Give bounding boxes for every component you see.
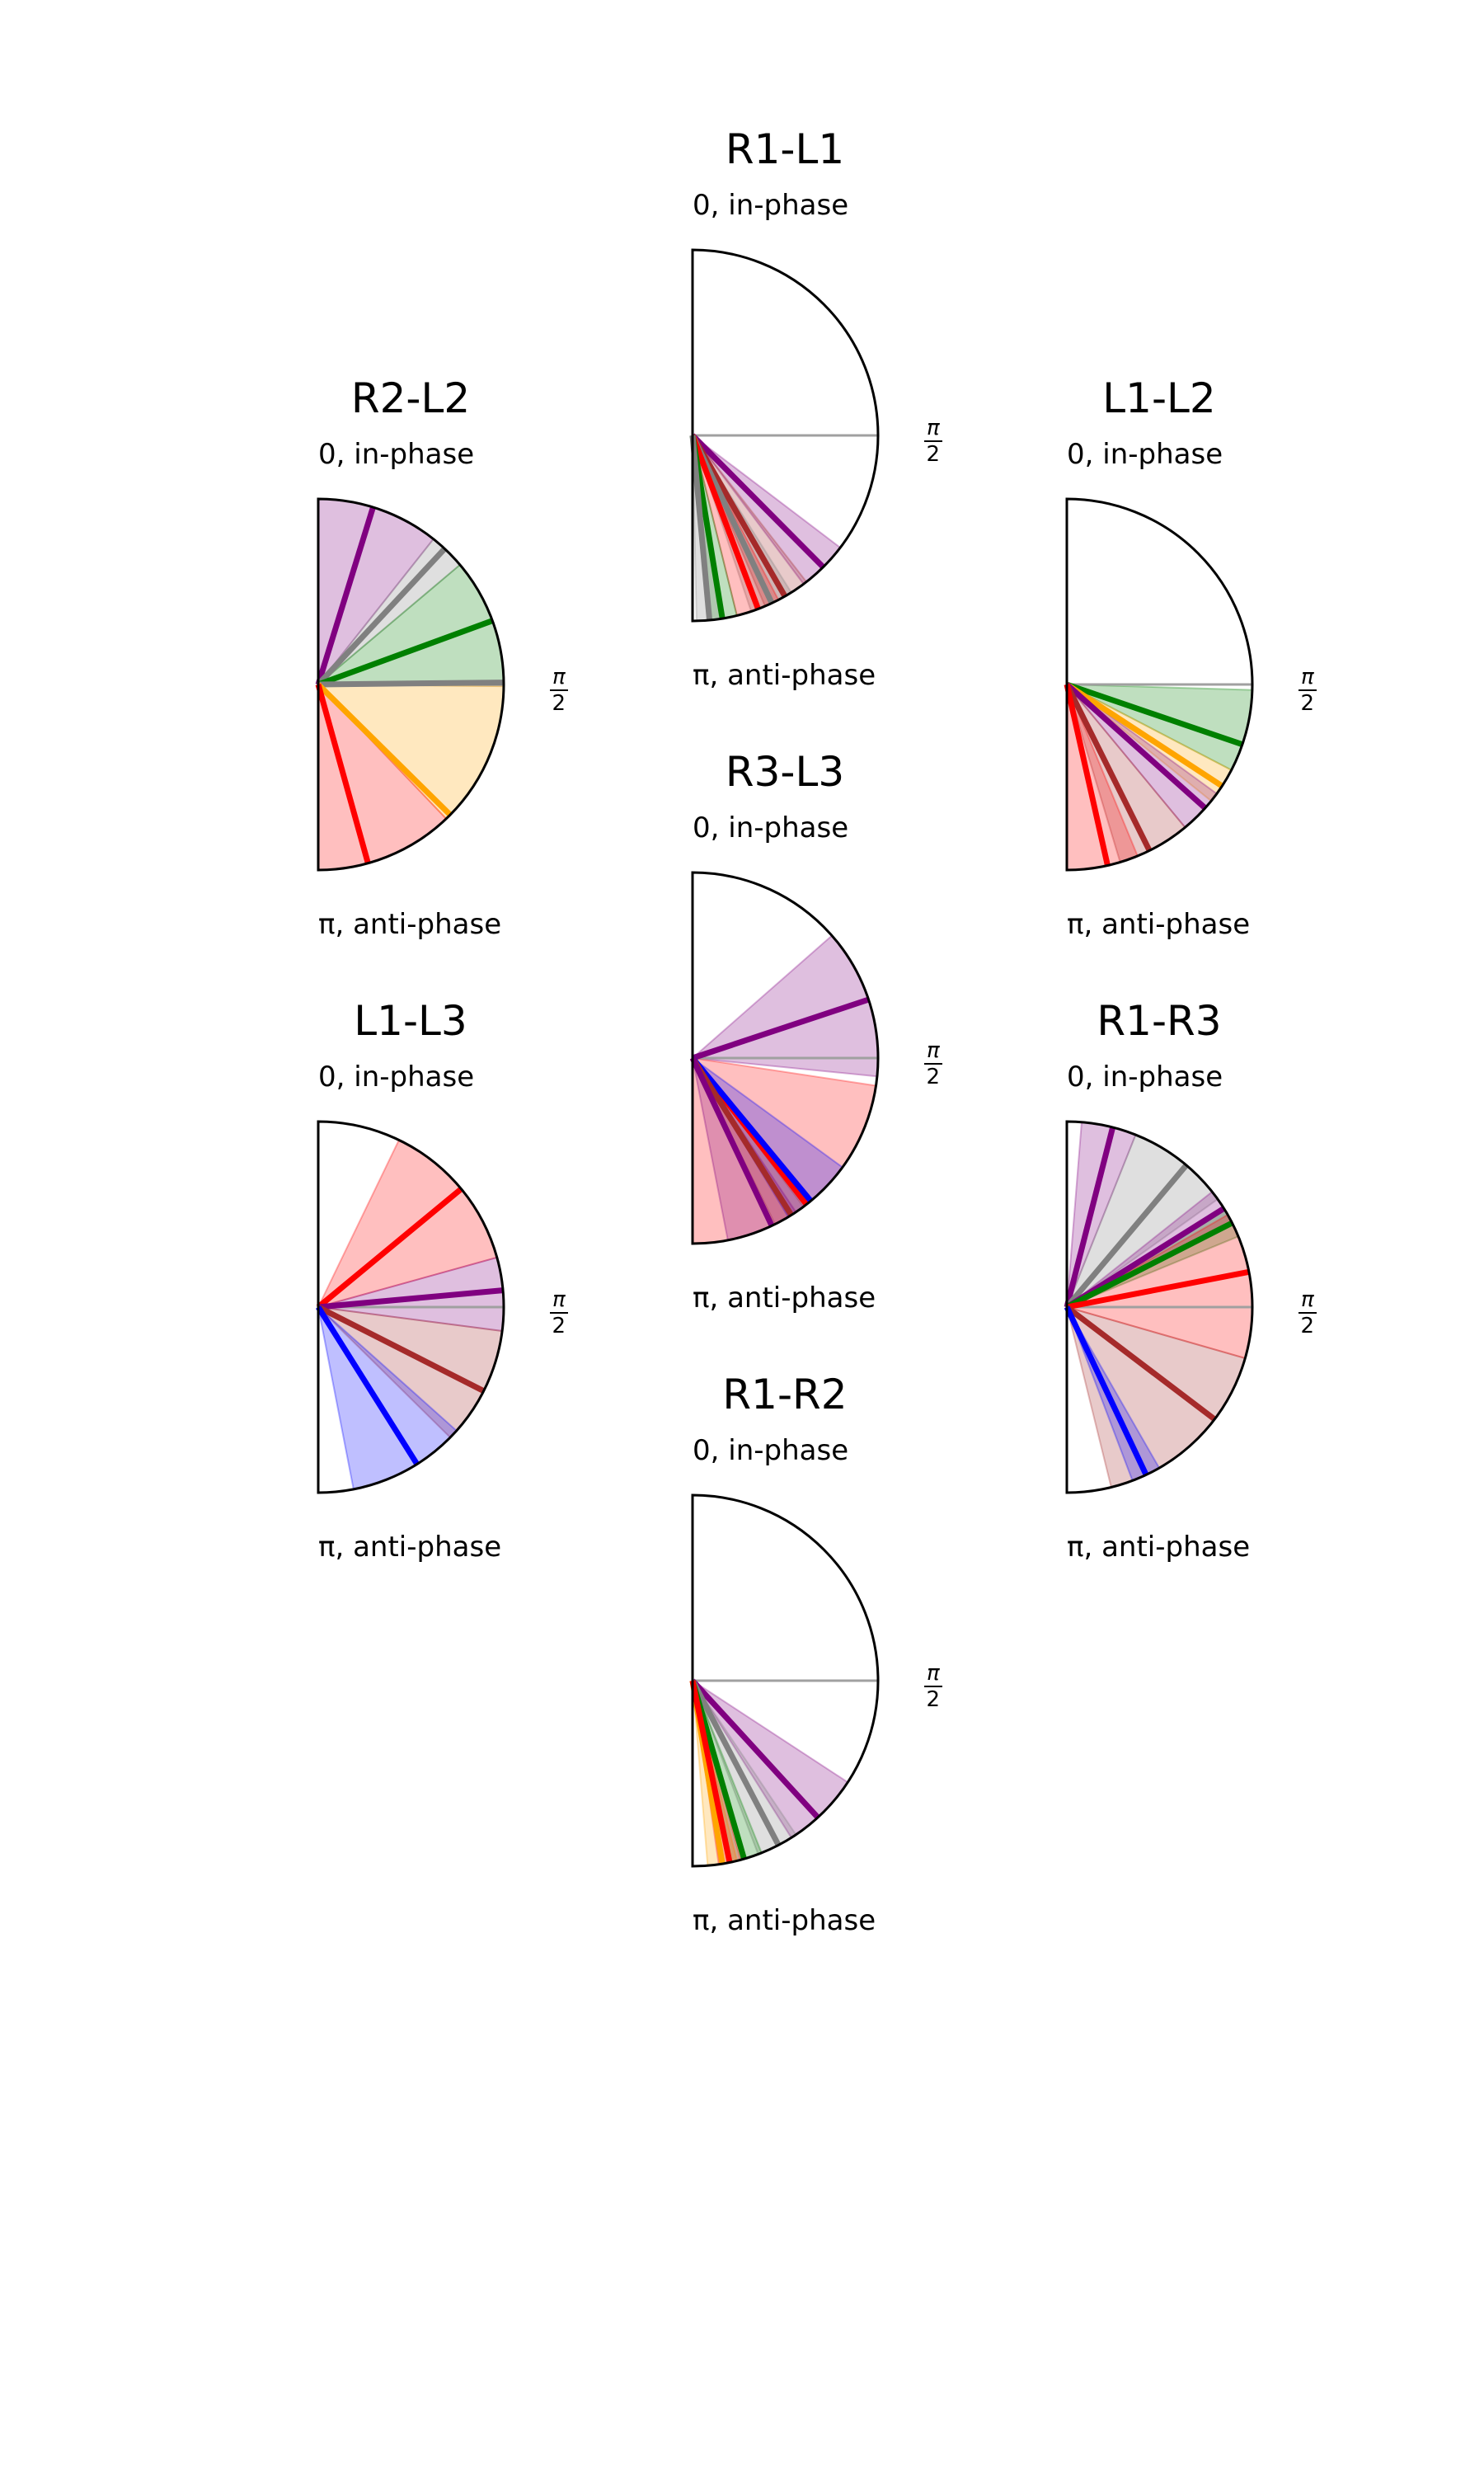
in-phase-label: 0, in-phase (318, 438, 475, 471)
in-phase-label: 0, in-phase (693, 811, 849, 844)
mean-phase-line (689, 1056, 775, 1227)
mean-phase-line (691, 996, 870, 1061)
plot-title-r1-r2: R1-R2 (722, 1371, 848, 1418)
polar-frame (691, 248, 880, 623)
mean-phase-line (690, 433, 825, 570)
mean-phase-line (1064, 1305, 1217, 1422)
mean-phase-line (690, 1678, 820, 1820)
mean-phase-line (317, 1304, 486, 1394)
mean-phase-line (1065, 681, 1244, 748)
mean-phase-line (689, 1680, 733, 1864)
polar-plot-l1-l3 (316, 1120, 505, 1494)
polar-plot-l1-l2 (1064, 497, 1254, 872)
polar-plot-r1-r3 (1064, 1120, 1254, 1494)
in-phase-label: 0, in-phase (318, 1061, 475, 1094)
polar-frame (317, 1120, 505, 1494)
mean-phase-line (317, 1287, 504, 1310)
in-phase-label: 0, in-phase (693, 189, 849, 222)
mean-phase-line (1066, 1268, 1250, 1310)
in-phase-label: 0, in-phase (1067, 1061, 1223, 1094)
mean-phase-line (1065, 682, 1224, 789)
mean-phase-line (690, 1056, 814, 1203)
anti-phase-label: π, anti-phase (318, 908, 502, 941)
polar-plot-r1-l1 (689, 248, 880, 623)
polar-frame (691, 1493, 880, 1868)
anti-phase-label: π, anti-phase (693, 1282, 876, 1315)
mean-phase-line (1065, 1220, 1234, 1310)
polar-frame (1065, 1120, 1254, 1494)
polar-plot-r1-r2 (689, 1493, 880, 1868)
anti-phase-label: π, anti-phase (693, 659, 876, 692)
mean-phase-line (689, 1679, 782, 1847)
mean-phase-line (317, 618, 494, 688)
mean-phase-line (1064, 1163, 1189, 1310)
polar-plot-r3-l3 (689, 871, 880, 1245)
mean-phase-line (316, 1186, 463, 1310)
plot-title-r3-l3: R3-L3 (725, 748, 845, 796)
mean-phase-line (316, 546, 447, 687)
mean-phase-line (1064, 1305, 1149, 1476)
mean-phase-line (316, 1305, 420, 1466)
in-phase-label: 0, in-phase (1067, 438, 1223, 471)
mean-phase-line (689, 435, 713, 621)
polar-frame (1065, 497, 1254, 872)
mean-phase-line (1064, 1126, 1116, 1308)
plot-title-r1-l1: R1-L1 (725, 125, 845, 173)
mean-phase-line (1064, 684, 1111, 867)
polar-frame (691, 871, 880, 1245)
plot-title-r1-r3: R1-R3 (1097, 997, 1222, 1045)
mean-phase-line (690, 1056, 794, 1217)
mean-phase-line (689, 434, 761, 610)
plot-title-l1-l3: L1-L3 (354, 997, 467, 1045)
polar-plot-r2-l2 (315, 497, 505, 872)
anti-phase-label: π, anti-phase (1067, 908, 1251, 941)
polar-frame (317, 497, 505, 872)
in-phase-label: 0, in-phase (693, 1434, 849, 1467)
anti-phase-label: π, anti-phase (318, 1531, 502, 1564)
plot-title-l1-l2: L1-L2 (1102, 374, 1216, 422)
mean-phase-line (1064, 682, 1208, 811)
mean-phase-line (317, 680, 505, 688)
mean-phase-line (1064, 683, 1153, 853)
anti-phase-label: π, anti-phase (693, 1904, 876, 1937)
anti-phase-label: π, anti-phase (1067, 1531, 1251, 1564)
mean-phase-line (316, 682, 453, 817)
mean-phase-line (315, 684, 371, 864)
mean-phase-line (315, 506, 376, 686)
plot-title-r2-l2: R2-L2 (350, 374, 471, 422)
